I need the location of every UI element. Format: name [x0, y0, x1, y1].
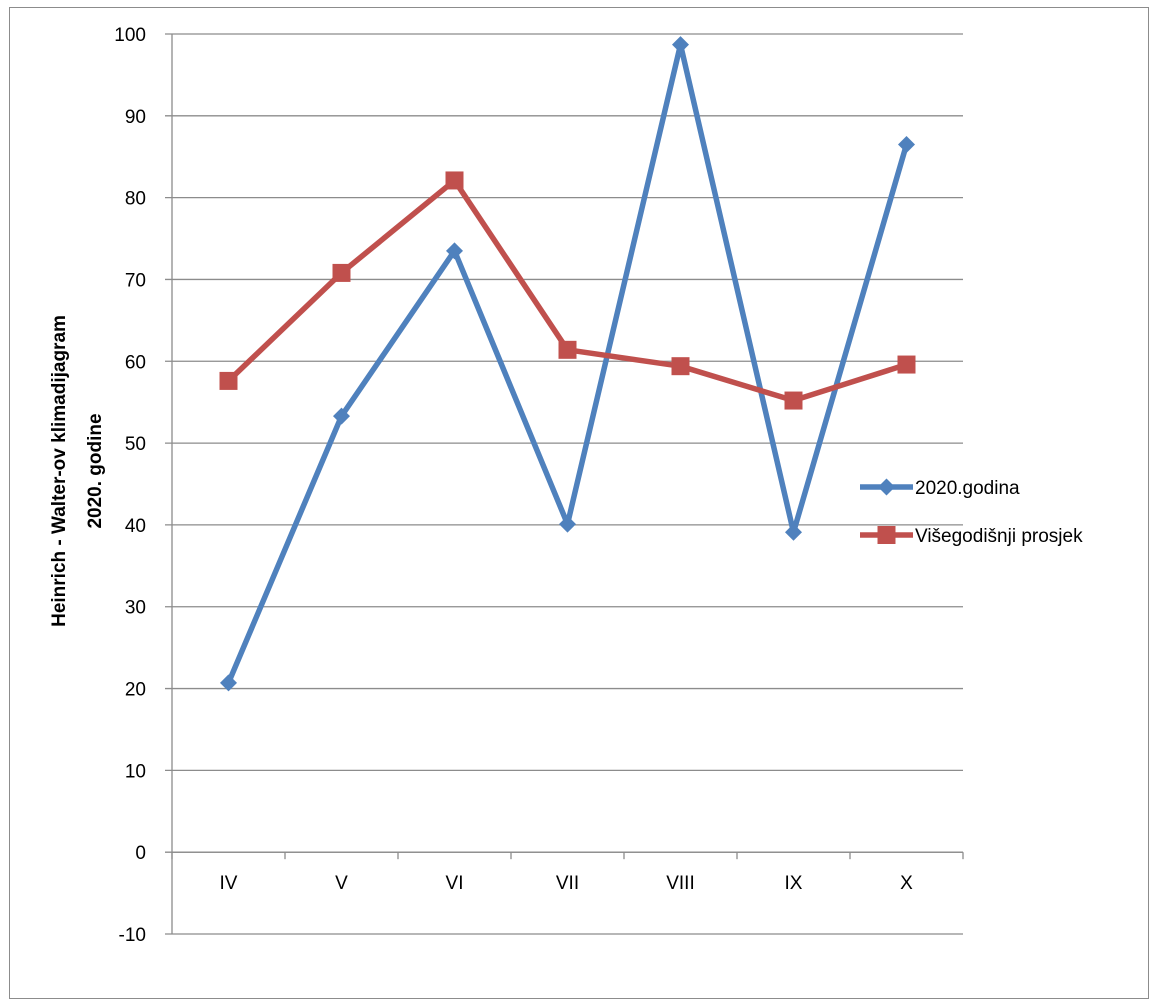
data-point-square — [558, 340, 577, 359]
y-tick-label: 30 — [125, 598, 146, 619]
x-tick-label: VIII — [666, 873, 695, 894]
data-point-square — [897, 355, 916, 374]
series-line-1 — [226, 177, 908, 404]
data-point-diamond — [220, 674, 237, 692]
legend-label-0: 2020.godina — [915, 478, 1020, 499]
data-point-square — [671, 357, 690, 376]
y-tick-label: 80 — [125, 189, 146, 210]
data-point-diamond — [446, 242, 463, 260]
y-axis-title-line-1: Heinrich - Walter-ov klimadijagram — [49, 315, 70, 627]
x-tick-label: X — [900, 873, 913, 894]
series-line-0 — [225, 41, 910, 684]
x-tick-label: V — [335, 873, 348, 894]
data-point-square — [445, 171, 464, 190]
y-tick-label: -10 — [119, 925, 146, 946]
legend: 2020.godina Višegodišnji prosjek — [860, 478, 1083, 547]
y-tick-label: 20 — [125, 680, 146, 701]
y-tick-label: 100 — [114, 25, 146, 46]
gridlines — [165, 33, 963, 935]
data-point-square — [784, 391, 803, 410]
x-tick-label: VI — [446, 873, 464, 894]
y-tick-label: 0 — [135, 843, 146, 864]
data-point-square — [332, 263, 351, 282]
legend-marker-square — [877, 526, 896, 544]
data-point-diamond — [559, 515, 576, 533]
legend-marker-diamond — [878, 478, 895, 496]
series-lines — [225, 41, 910, 684]
series-markers — [219, 36, 916, 692]
data-point-diamond — [785, 523, 802, 541]
data-point-square — [219, 371, 238, 390]
y-tick-label: 10 — [125, 761, 146, 782]
chart-frame — [9, 7, 1149, 999]
y-tick-label: 40 — [125, 516, 146, 537]
y-axis-title: Heinrich - Walter-ov klimadijagram 2020.… — [49, 315, 106, 627]
y-tick-label: 60 — [125, 352, 146, 373]
y-axis-title-line-2: 2020. godine — [85, 413, 106, 528]
x-tick-label: IV — [220, 873, 238, 894]
y-tick-label: 70 — [125, 270, 146, 291]
x-tick-label: IX — [785, 873, 803, 894]
y-tick-label: 90 — [125, 107, 146, 128]
data-point-diamond — [898, 135, 915, 153]
data-point-diamond — [333, 407, 350, 425]
data-point-diamond — [672, 36, 689, 54]
y-tick-label: 50 — [125, 434, 146, 455]
legend-label-1: Višegodišnji prosjek — [915, 526, 1083, 547]
x-tick-label: VII — [556, 873, 579, 894]
axes: -10 0 10 20 30 40 50 60 70 80 90 100 IV V VI VII VIII IX X — [114, 25, 964, 946]
